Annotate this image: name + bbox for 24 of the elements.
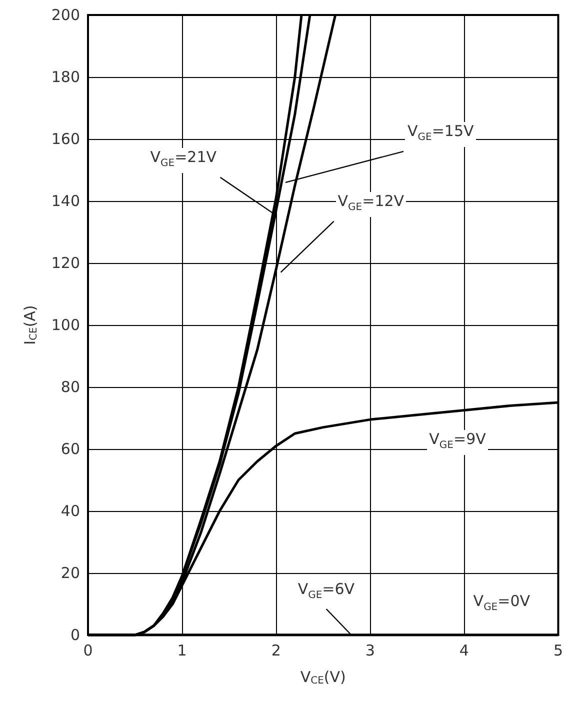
y-tick-label: 0: [70, 626, 80, 644]
x-tick-label: 0: [83, 642, 93, 660]
annotation: V$_{GE}$=0V: [471, 592, 532, 617]
y-tick-label: 40: [60, 502, 80, 520]
y-axis-title: ICE(A): [21, 305, 40, 345]
y-tick-label: 20: [60, 564, 80, 582]
annotation: V$_{GE}$=12V: [336, 192, 406, 218]
x-tick-label: 5: [553, 642, 563, 660]
y-tick-label: 160: [51, 130, 80, 148]
x-tick-label: 3: [365, 642, 375, 660]
x-tick-label: 4: [459, 642, 469, 660]
y-tick-label: 80: [60, 378, 80, 396]
annotation: V$_{GE}$=6V: [296, 580, 357, 605]
x-tick-label: 1: [177, 642, 187, 660]
y-tick-label: 120: [51, 254, 80, 272]
y-tick-label: 140: [51, 192, 80, 210]
y-tick-label: 100: [51, 316, 80, 334]
annotation: V$_{GE}$=21V: [148, 148, 219, 174]
y-tick-label: 60: [60, 440, 80, 458]
y-tick-label: 180: [51, 68, 80, 86]
annotation: V$_{GE}$=15V: [405, 122, 476, 148]
annotation: V$_{GE}$=9V: [427, 430, 488, 455]
x-tick-label: 2: [271, 642, 281, 660]
y-tick-label: 200: [51, 6, 80, 24]
